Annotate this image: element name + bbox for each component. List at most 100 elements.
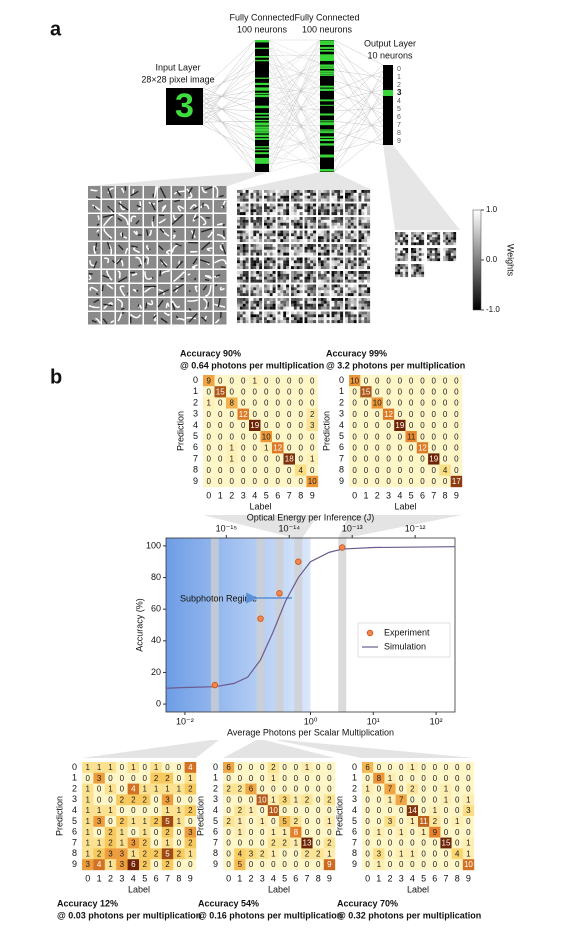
cell-label: 2: [271, 763, 276, 772]
weight-pixel: [310, 290, 314, 294]
weight-pixel: [395, 239, 398, 243]
weight-pixel: [358, 276, 362, 280]
weight-pixel: [266, 225, 270, 229]
cell-label: 0: [276, 421, 281, 430]
weight-pixel: [296, 279, 300, 283]
weight-pixel: [283, 263, 287, 267]
weight-pixel: [242, 266, 246, 270]
cell-label: 0: [421, 860, 426, 869]
matrix-cell: [323, 816, 336, 827]
weight-pixel: [318, 192, 321, 196]
weight-pixel: [367, 290, 371, 294]
connection: [333, 39, 384, 66]
neuron-active: [320, 131, 334, 134]
cell-label: 2: [131, 795, 136, 804]
matrix-cell: [439, 442, 451, 454]
connection: [333, 64, 384, 112]
matrix-cell: [226, 397, 238, 409]
connection: [333, 50, 384, 84]
cell-label: 0: [264, 410, 269, 419]
matrix-cell: [382, 453, 395, 465]
projection-fan: [383, 145, 460, 230]
weight-pixel: [291, 244, 294, 247]
cell-label: 0: [142, 806, 147, 815]
weight-pixel: [280, 284, 284, 288]
weight-pixel: [286, 239, 290, 243]
weight-pixel: [326, 192, 330, 196]
matrix-cell: [384, 816, 396, 827]
col-label: 6: [275, 490, 280, 500]
col-label: 3: [399, 873, 404, 883]
weight-pixel: [286, 246, 290, 250]
connection: [202, 60, 256, 117]
weight-pixel: [326, 298, 330, 301]
weight-pixel: [245, 244, 249, 247]
cell-label: 0: [365, 774, 370, 783]
weight-pixel: [242, 290, 246, 294]
cell-label: 0: [142, 774, 147, 783]
cell-label: 0: [165, 763, 170, 772]
weight-pixel: [367, 236, 371, 240]
weight-pixel: [293, 320, 297, 324]
weight-pixel: [304, 257, 308, 261]
cell-label: 0: [443, 376, 448, 385]
weight-pixel: [293, 306, 297, 310]
weight-pixel: [434, 248, 438, 251]
matrix-cell: [405, 408, 417, 420]
weight-stroke: [120, 232, 128, 239]
cell-label: 9: [327, 860, 332, 869]
weight-stroke: [148, 248, 151, 251]
cell-label: 3: [108, 849, 113, 858]
weight-pixel: [310, 198, 314, 202]
weight-stroke: [159, 228, 165, 234]
weight-pixel: [326, 239, 330, 243]
matrix-cell: [360, 453, 372, 465]
matrix-cell: [184, 783, 197, 795]
cell-label: 0: [299, 421, 304, 430]
weight-pixel: [413, 269, 417, 272]
weight-tile: [116, 270, 129, 283]
weight-pixel: [266, 284, 270, 288]
weight-pixel: [361, 219, 365, 223]
weight-pixel: [350, 217, 354, 220]
weight-pixel: [437, 237, 441, 240]
weight-pixel: [337, 230, 341, 234]
weight-pixel: [259, 263, 263, 267]
weight-pixel: [280, 212, 284, 216]
cell-label: 0: [432, 443, 437, 452]
weight-pixel: [340, 252, 344, 256]
weight-tile: [88, 186, 101, 199]
cell-label: 0: [443, 399, 448, 408]
weight-pixel: [256, 246, 260, 250]
cell-label: 0: [432, 466, 437, 475]
weight-pixel: [337, 293, 341, 297]
weight-pixel: [283, 314, 287, 318]
weight-pixel: [310, 298, 314, 301]
cell-label: 0: [131, 774, 136, 783]
matrix-cell: [116, 762, 128, 773]
weight-pixel: [334, 306, 338, 310]
weight-pixel: [364, 192, 368, 196]
weight-pixel: [259, 279, 263, 283]
weight-stroke: [120, 187, 125, 194]
weight-pixel: [340, 195, 344, 199]
weight-pixel: [353, 203, 357, 207]
weight-pixel: [445, 237, 449, 240]
weight-pixel: [266, 206, 270, 210]
matrix-cell: [382, 464, 395, 476]
weight-pixel: [453, 232, 457, 235]
weight-pixel: [367, 257, 371, 261]
weight-pixel: [358, 230, 362, 234]
weight-pixel: [313, 217, 317, 220]
cell-label: 1: [177, 817, 182, 826]
neuron-active: [320, 122, 334, 126]
weight-pixel: [334, 266, 338, 270]
weight-pixel: [277, 300, 281, 304]
connection: [333, 71, 384, 91]
weight-pixel: [245, 317, 249, 321]
weight-stroke: [214, 318, 220, 324]
weight-pixel: [340, 287, 344, 291]
weight-pixel: [432, 242, 435, 246]
weight-stroke: [176, 317, 185, 321]
matrix-cell: [451, 859, 463, 871]
